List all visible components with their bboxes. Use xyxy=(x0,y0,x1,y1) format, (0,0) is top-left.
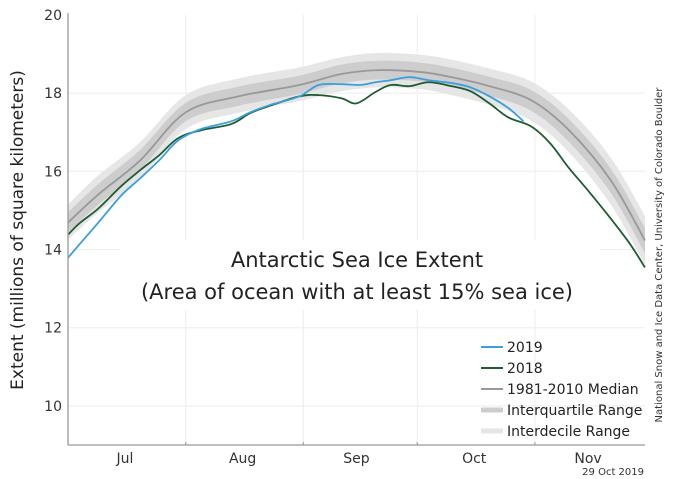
series-line-2018 xyxy=(67,81,646,269)
series-lines xyxy=(67,69,646,269)
x-tick-label: Aug xyxy=(229,451,256,467)
chart-subtitle: (Area of ocean with at least 15% sea ice… xyxy=(141,280,573,304)
x-tick-label: Nov xyxy=(574,451,601,467)
y-tick-labels: 10 12 14 16 18 20 xyxy=(44,8,62,415)
y-tick-label: 18 xyxy=(44,86,62,102)
x-tick-label: Oct xyxy=(462,451,487,467)
y-tick-label: 14 xyxy=(44,243,62,259)
series-line-2019 xyxy=(67,76,525,259)
legend-label: 1981-2010 Median xyxy=(507,382,639,398)
chart-title: Antarctic Sea Ice Extent xyxy=(231,248,483,272)
title-background xyxy=(120,240,600,310)
x-tick-label: Jul xyxy=(115,451,133,467)
x-tick-labels: Jul Aug Sep Oct Nov xyxy=(115,451,601,467)
x-tick-label: Sep xyxy=(343,451,370,467)
y-tick-label: 10 xyxy=(44,399,62,415)
legend-label: Interdecile Range xyxy=(507,424,630,440)
legend-label: 2019 xyxy=(507,340,543,356)
median-line xyxy=(67,69,646,241)
credit-text: National Snow and Ice Data Center, Unive… xyxy=(654,87,665,423)
range-bands xyxy=(68,52,645,266)
legend-label: 2018 xyxy=(507,361,543,377)
y-axis-title: Extent (millions of square kilometers) xyxy=(8,70,28,390)
legend-label: Interquartile Range xyxy=(507,403,642,419)
y-tick-label: 16 xyxy=(44,164,62,180)
interquartile-band xyxy=(68,60,645,254)
date-stamp: 29 Oct 2019 xyxy=(582,467,644,478)
y-tick-label: 20 xyxy=(44,8,62,24)
axes xyxy=(67,13,645,446)
legend: 2019 2018 1981-2010 Median Interquartile Ra… xyxy=(481,340,642,440)
y-tick-label: 12 xyxy=(44,321,62,337)
